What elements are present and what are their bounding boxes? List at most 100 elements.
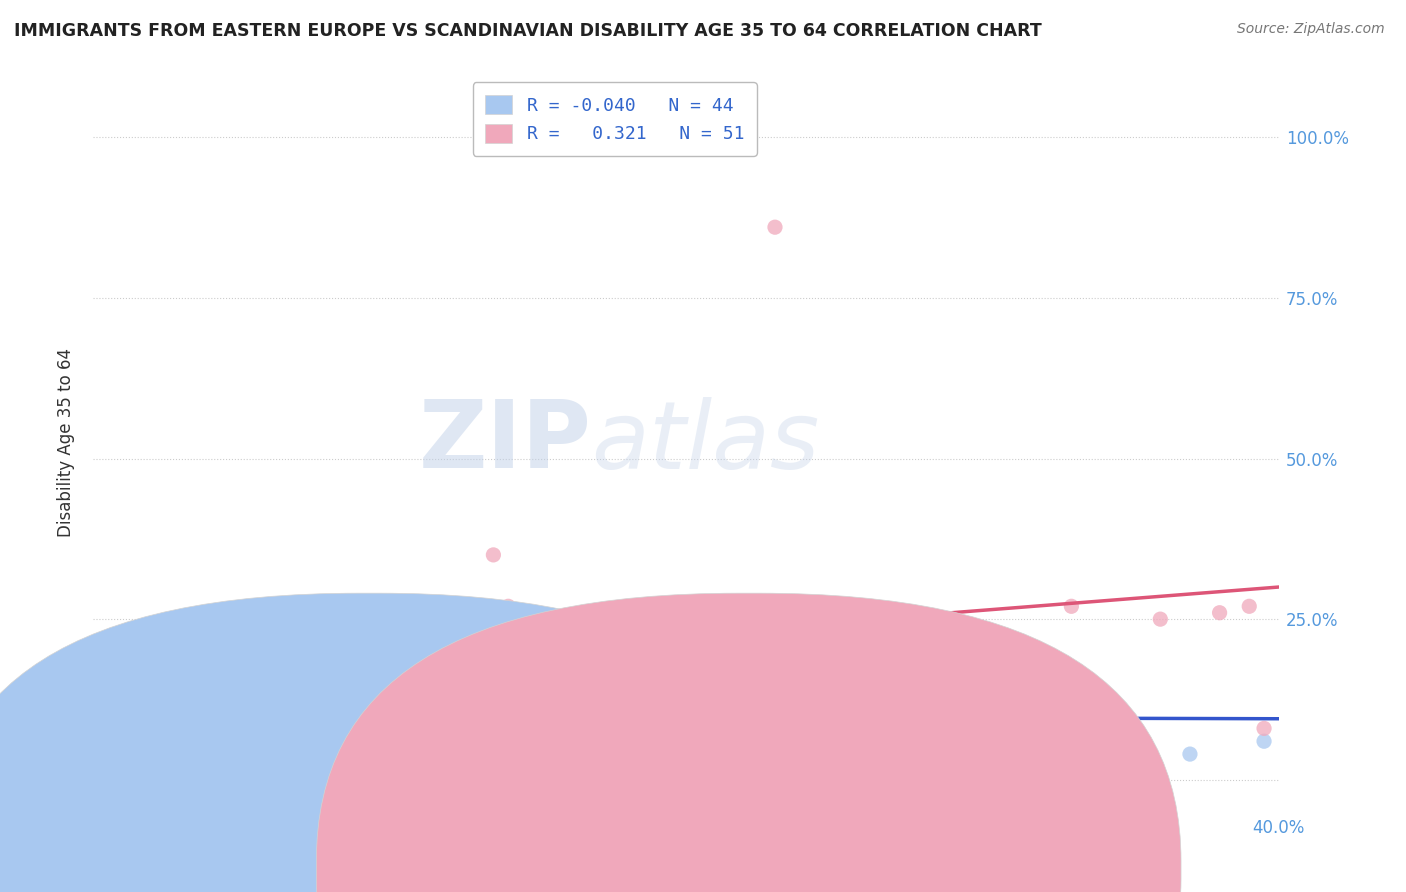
Point — [97, 682, 120, 697]
Point — [482, 548, 505, 562]
Point — [645, 618, 668, 632]
Point — [231, 682, 253, 697]
Point — [704, 734, 727, 748]
Point — [290, 638, 312, 652]
Point — [912, 612, 935, 626]
Point — [1001, 728, 1024, 742]
Point — [201, 670, 224, 684]
Point — [496, 714, 519, 729]
Point — [852, 612, 875, 626]
Point — [408, 722, 430, 736]
Text: atlas: atlas — [591, 397, 820, 488]
Point — [319, 670, 342, 684]
Point — [1239, 599, 1261, 614]
Point — [172, 682, 194, 697]
Point — [290, 708, 312, 723]
Point — [349, 632, 371, 646]
Point — [304, 664, 326, 678]
Point — [245, 664, 267, 678]
Point — [364, 657, 387, 672]
Point — [763, 220, 786, 235]
Point — [378, 618, 401, 632]
Point — [763, 714, 786, 729]
Point — [231, 682, 253, 697]
Y-axis label: Disability Age 35 to 64: Disability Age 35 to 64 — [58, 348, 75, 537]
Text: Source: ZipAtlas.com: Source: ZipAtlas.com — [1237, 22, 1385, 37]
Point — [527, 734, 550, 748]
Point — [496, 599, 519, 614]
Point — [231, 722, 253, 736]
Point — [1253, 734, 1275, 748]
Text: Immigrants from Eastern Europe: Immigrants from Eastern Europe — [395, 861, 645, 875]
Point — [1178, 747, 1201, 761]
Point — [141, 657, 163, 672]
Point — [616, 644, 638, 658]
Point — [201, 708, 224, 723]
Text: ZIP: ZIP — [419, 396, 591, 489]
Point — [231, 702, 253, 716]
Point — [349, 676, 371, 690]
Point — [290, 728, 312, 742]
Point — [156, 676, 179, 690]
Point — [453, 632, 475, 646]
Point — [496, 638, 519, 652]
Point — [260, 690, 283, 704]
Point — [793, 618, 815, 632]
Point — [260, 714, 283, 729]
Point — [437, 708, 460, 723]
Point — [335, 650, 357, 665]
Point — [467, 728, 489, 742]
Point — [349, 714, 371, 729]
Point — [245, 728, 267, 742]
Point — [231, 644, 253, 658]
Point — [408, 606, 430, 620]
Point — [1208, 606, 1230, 620]
Point — [172, 714, 194, 729]
Point — [215, 650, 238, 665]
Legend: R = -0.040   N = 44, R =   0.321   N = 51: R = -0.040 N = 44, R = 0.321 N = 51 — [472, 82, 756, 156]
Point — [1060, 599, 1083, 614]
Point — [1253, 722, 1275, 736]
Point — [437, 650, 460, 665]
Point — [201, 728, 224, 742]
Point — [156, 722, 179, 736]
Point — [260, 632, 283, 646]
Point — [378, 664, 401, 678]
Point — [675, 625, 697, 640]
Point — [186, 664, 208, 678]
Point — [215, 714, 238, 729]
Point — [274, 722, 297, 736]
Point — [319, 722, 342, 736]
Point — [378, 702, 401, 716]
Point — [557, 722, 579, 736]
Point — [335, 734, 357, 748]
Point — [364, 728, 387, 742]
Point — [1149, 612, 1171, 626]
Point — [408, 644, 430, 658]
Point — [319, 625, 342, 640]
Point — [127, 682, 149, 697]
Point — [319, 696, 342, 710]
Text: IMMIGRANTS FROM EASTERN EUROPE VS SCANDINAVIAN DISABILITY AGE 35 TO 64 CORRELATI: IMMIGRANTS FROM EASTERN EUROPE VS SCANDI… — [14, 22, 1042, 40]
Point — [527, 644, 550, 658]
Point — [304, 714, 326, 729]
Point — [883, 740, 905, 755]
Point — [972, 625, 994, 640]
Point — [260, 690, 283, 704]
Point — [97, 708, 120, 723]
Point — [127, 690, 149, 704]
Point — [557, 625, 579, 640]
Point — [290, 676, 312, 690]
Point — [111, 696, 134, 710]
Point — [141, 708, 163, 723]
Point — [586, 632, 609, 646]
Point — [111, 670, 134, 684]
Point — [734, 632, 756, 646]
Point — [586, 740, 609, 755]
Point — [274, 702, 297, 716]
Point — [172, 690, 194, 704]
Point — [274, 657, 297, 672]
Point — [467, 657, 489, 672]
Point — [201, 690, 224, 704]
Point — [245, 696, 267, 710]
